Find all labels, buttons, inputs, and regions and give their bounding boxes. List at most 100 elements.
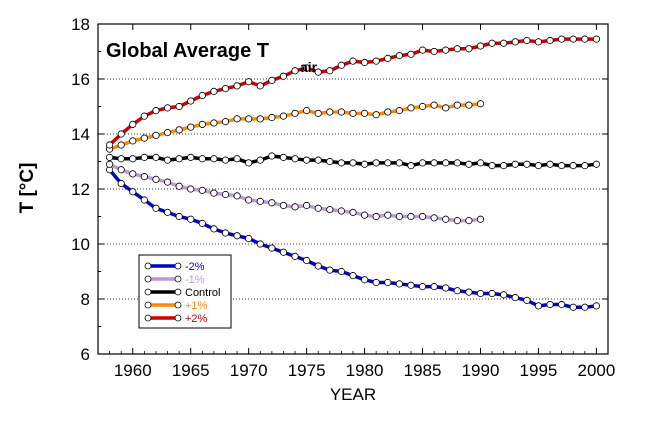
data-point (476, 215, 485, 223)
data-point (326, 266, 334, 274)
data-point (500, 162, 508, 170)
data-point (233, 232, 241, 240)
legend-swatch-point (174, 275, 182, 283)
data-point (245, 115, 253, 123)
y-tick-label: 10 (71, 235, 90, 254)
data-point (453, 45, 461, 53)
data-point (268, 113, 276, 122)
data-point (187, 97, 195, 105)
data-point (384, 278, 392, 287)
data-point (360, 160, 369, 168)
data-point (558, 162, 566, 170)
data-point (453, 101, 461, 109)
data-point (117, 141, 125, 149)
x-tick-label: 1985 (404, 361, 442, 380)
data-point (279, 72, 288, 80)
data-point (268, 76, 276, 84)
data-point (129, 188, 137, 196)
data-point (395, 107, 403, 115)
x-tick-label: 1980 (346, 361, 384, 380)
data-point (349, 208, 357, 216)
data-point (187, 215, 195, 223)
data-point (569, 303, 577, 311)
data-point (256, 82, 264, 90)
data-point (303, 256, 311, 265)
data-point (326, 108, 334, 116)
x-tick-label: 1990 (462, 361, 500, 380)
data-point (442, 46, 450, 54)
data-point (453, 159, 461, 167)
data-point (175, 155, 183, 163)
x-tick-label: 1970 (230, 361, 268, 380)
data-point (175, 126, 183, 134)
data-point (233, 155, 241, 163)
data-point (407, 162, 415, 170)
data-point (326, 157, 334, 166)
data-point (221, 190, 230, 199)
data-point (592, 160, 601, 168)
legend-item: +1% (144, 300, 208, 312)
data-point (395, 212, 403, 221)
data-point (546, 300, 554, 309)
data-point (152, 204, 160, 212)
data-point (326, 206, 334, 214)
chart-title: Global Average T (106, 40, 269, 62)
legend: -2%-1%Control+1%+2% (138, 254, 232, 329)
data-point (372, 212, 380, 221)
data-point (303, 156, 311, 164)
data-point (534, 38, 543, 46)
legend-swatch-point (174, 314, 182, 322)
data-point (163, 208, 172, 216)
data-point (245, 234, 253, 243)
data-point (372, 57, 380, 65)
data-point (465, 288, 473, 296)
data-point (152, 131, 160, 139)
data-point (407, 212, 415, 221)
data-point (256, 156, 264, 164)
y-tick-label: 8 (81, 290, 90, 309)
data-point (187, 123, 195, 131)
data-point (360, 211, 369, 219)
data-point (465, 217, 473, 225)
data-point (430, 214, 438, 222)
data-point (476, 100, 485, 108)
data-point (256, 197, 264, 205)
data-point (534, 302, 543, 310)
data-point (314, 68, 322, 76)
data-point (360, 276, 369, 284)
data-point (337, 207, 346, 215)
data-point (372, 159, 380, 167)
data-point (291, 109, 299, 117)
data-point (418, 102, 427, 111)
data-point (175, 102, 183, 111)
data-point (349, 57, 357, 65)
data-point (511, 160, 519, 168)
data-point (152, 175, 160, 183)
series-0 (105, 166, 601, 311)
data-point (221, 156, 230, 164)
data-point (221, 118, 230, 126)
y-tick-label: 14 (71, 125, 90, 144)
data-point (546, 36, 554, 45)
data-point (198, 186, 206, 194)
data-point (140, 134, 148, 142)
series-3 (105, 100, 485, 153)
data-point (198, 120, 206, 128)
legend-item: Control (144, 287, 220, 299)
data-point (546, 160, 554, 168)
data-point (500, 39, 508, 47)
series-1 (105, 160, 485, 225)
data-point (163, 129, 172, 137)
y-axis-title: T [°C] (17, 163, 38, 214)
data-point (152, 153, 160, 161)
legend-label: -2% (185, 261, 205, 273)
data-point (476, 289, 485, 298)
data-point (245, 78, 253, 86)
legend-swatch-point (174, 262, 182, 270)
data-point (395, 280, 403, 288)
data-point (245, 159, 253, 167)
data-point (245, 196, 253, 204)
data-point (256, 240, 264, 248)
data-point (279, 112, 288, 120)
